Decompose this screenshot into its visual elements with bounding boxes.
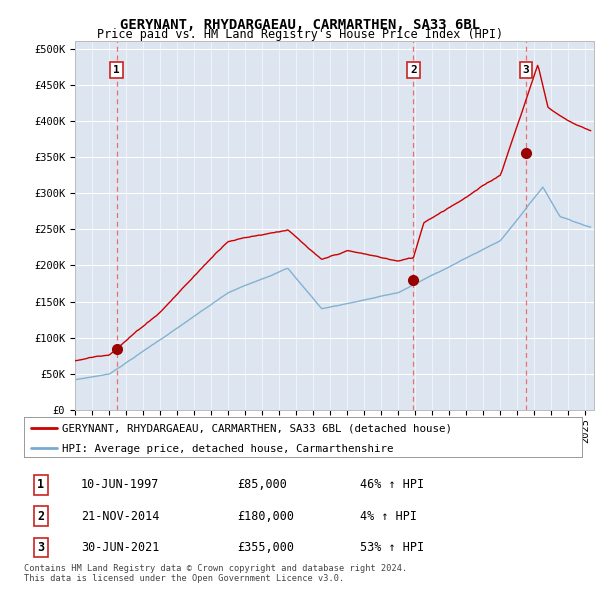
Text: 4% ↑ HPI: 4% ↑ HPI [360,510,417,523]
Text: 3: 3 [37,541,44,554]
Text: 3: 3 [523,65,529,75]
Text: 21-NOV-2014: 21-NOV-2014 [81,510,160,523]
Text: 46% ↑ HPI: 46% ↑ HPI [360,478,424,491]
Text: 30-JUN-2021: 30-JUN-2021 [81,541,160,554]
Text: 2: 2 [410,65,417,75]
Text: 53% ↑ HPI: 53% ↑ HPI [360,541,424,554]
Text: £355,000: £355,000 [237,541,294,554]
Text: 2: 2 [37,510,44,523]
Text: GERYNANT, RHYDARGAEAU, CARMARTHEN, SA33 6BL: GERYNANT, RHYDARGAEAU, CARMARTHEN, SA33 … [120,18,480,32]
Text: £85,000: £85,000 [237,478,287,491]
Text: GERYNANT, RHYDARGAEAU, CARMARTHEN, SA33 6BL (detached house): GERYNANT, RHYDARGAEAU, CARMARTHEN, SA33 … [62,424,452,434]
Text: HPI: Average price, detached house, Carmarthenshire: HPI: Average price, detached house, Carm… [62,444,394,454]
Text: 10-JUN-1997: 10-JUN-1997 [81,478,160,491]
Text: 1: 1 [37,478,44,491]
Text: Price paid vs. HM Land Registry's House Price Index (HPI): Price paid vs. HM Land Registry's House … [97,28,503,41]
Text: 1: 1 [113,65,120,75]
Text: £180,000: £180,000 [237,510,294,523]
Text: Contains HM Land Registry data © Crown copyright and database right 2024.
This d: Contains HM Land Registry data © Crown c… [24,563,407,583]
